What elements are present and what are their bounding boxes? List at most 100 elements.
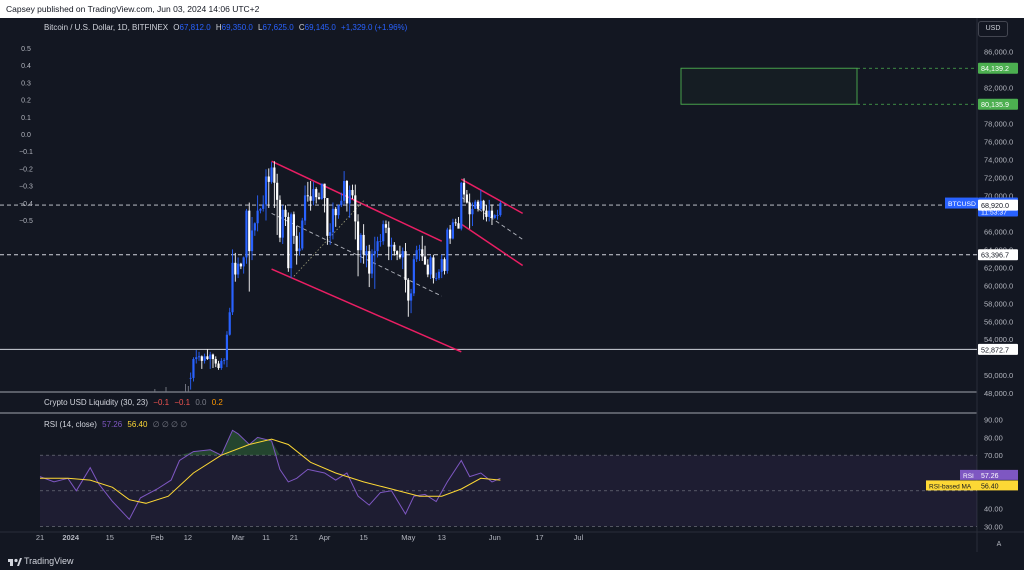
candle[interactable] (454, 218, 457, 226)
candle[interactable] (415, 245, 418, 262)
candle[interactable] (370, 249, 374, 279)
candle[interactable] (259, 207, 262, 214)
candle[interactable] (228, 307, 231, 336)
candle[interactable] (390, 237, 393, 261)
candle[interactable] (412, 255, 415, 297)
candle[interactable] (387, 221, 390, 261)
candle[interactable] (287, 212, 290, 272)
candle[interactable] (264, 169, 268, 221)
chart-area[interactable]: 0.5 0.4 0.3 0.2 0.1 0.0 −0.1 −0.2 −0.3 −0.4 −0.5 8… (0, 18, 1024, 552)
candle[interactable] (334, 207, 337, 227)
candle[interactable] (340, 192, 343, 208)
candle[interactable] (329, 223, 332, 245)
auto-scale-button[interactable]: A (996, 541, 1002, 548)
candle[interactable] (485, 205, 488, 222)
candle[interactable] (496, 209, 499, 220)
candle[interactable] (267, 168, 270, 208)
candle[interactable] (217, 360, 220, 370)
candle[interactable] (398, 245, 402, 260)
candle[interactable] (192, 357, 195, 382)
candle[interactable] (368, 244, 371, 288)
candle[interactable] (449, 225, 452, 244)
candle[interactable] (345, 180, 348, 212)
candle[interactable] (337, 204, 340, 219)
candle[interactable] (443, 257, 446, 275)
candle[interactable] (379, 234, 382, 247)
candle[interactable] (203, 353, 206, 364)
candle[interactable] (245, 208, 248, 264)
candle[interactable] (426, 259, 429, 278)
trendline-channel[interactable] (271, 268, 462, 353)
candle[interactable] (320, 183, 323, 200)
candle[interactable] (476, 199, 480, 212)
candle[interactable] (242, 256, 245, 274)
currency-button[interactable]: USD (978, 21, 1008, 37)
candle[interactable] (499, 201, 502, 217)
time-axis[interactable]: 21 2024 15 Feb 12 Mar 11 21 Apr 15 May 13 Jun 17 Jul (36, 533, 584, 542)
candle[interactable] (262, 195, 265, 212)
candle[interactable] (209, 351, 212, 369)
candle[interactable] (295, 225, 298, 265)
candle[interactable] (401, 247, 404, 270)
candle[interactable] (421, 235, 424, 262)
candle[interactable] (474, 199, 477, 209)
candle[interactable] (423, 245, 427, 265)
candle[interactable] (326, 198, 329, 245)
candle[interactable] (281, 205, 284, 244)
candle[interactable] (465, 189, 468, 204)
candle[interactable] (446, 227, 449, 274)
candle[interactable] (468, 193, 471, 229)
candle[interactable] (493, 214, 496, 219)
trendline-channel[interactable] (271, 160, 443, 242)
candle[interactable] (462, 178, 466, 203)
candle[interactable] (301, 217, 304, 251)
candle[interactable] (440, 254, 443, 279)
candles[interactable] (154, 161, 502, 392)
candle[interactable] (376, 236, 379, 258)
candle[interactable] (407, 278, 410, 317)
candle[interactable] (223, 358, 226, 365)
candle[interactable] (323, 183, 326, 213)
candle[interactable] (482, 199, 485, 220)
candle[interactable] (292, 211, 295, 244)
candle[interactable] (479, 189, 482, 211)
candle[interactable] (189, 372, 192, 390)
candle[interactable] (253, 222, 256, 236)
candle[interactable] (309, 180, 312, 211)
horizontal-levels[interactable] (0, 204, 977, 350)
candle[interactable] (437, 269, 441, 280)
candle[interactable] (343, 171, 346, 205)
candle[interactable] (471, 202, 474, 226)
candle[interactable] (354, 184, 357, 240)
target-zone[interactable] (680, 67, 977, 105)
candle[interactable] (290, 212, 293, 279)
candle[interactable] (432, 254, 435, 284)
candle[interactable] (197, 351, 201, 361)
candle[interactable] (429, 255, 432, 279)
candle[interactable] (409, 288, 413, 314)
candle[interactable] (214, 356, 217, 368)
candle[interactable] (231, 249, 234, 315)
candle[interactable] (396, 250, 399, 261)
candle[interactable] (276, 173, 279, 235)
tradingview-logo-icon[interactable] (8, 552, 22, 570)
candle[interactable] (239, 262, 242, 270)
candle[interactable] (225, 331, 229, 368)
candle[interactable] (248, 202, 251, 292)
candle[interactable] (270, 162, 273, 184)
candle[interactable] (298, 232, 301, 256)
candle[interactable] (384, 220, 388, 234)
candle[interactable] (488, 199, 491, 222)
candle[interactable] (435, 272, 438, 281)
candle[interactable] (348, 185, 351, 218)
candle[interactable] (460, 181, 463, 231)
candle[interactable] (256, 195, 259, 232)
candle[interactable] (393, 242, 396, 256)
candle[interactable] (273, 161, 276, 208)
candle[interactable] (200, 355, 203, 369)
candle[interactable] (359, 233, 362, 263)
candle[interactable] (451, 218, 455, 240)
rsi-ma-line[interactable] (40, 438, 501, 504)
candle[interactable] (490, 204, 494, 226)
candle[interactable] (373, 236, 376, 289)
